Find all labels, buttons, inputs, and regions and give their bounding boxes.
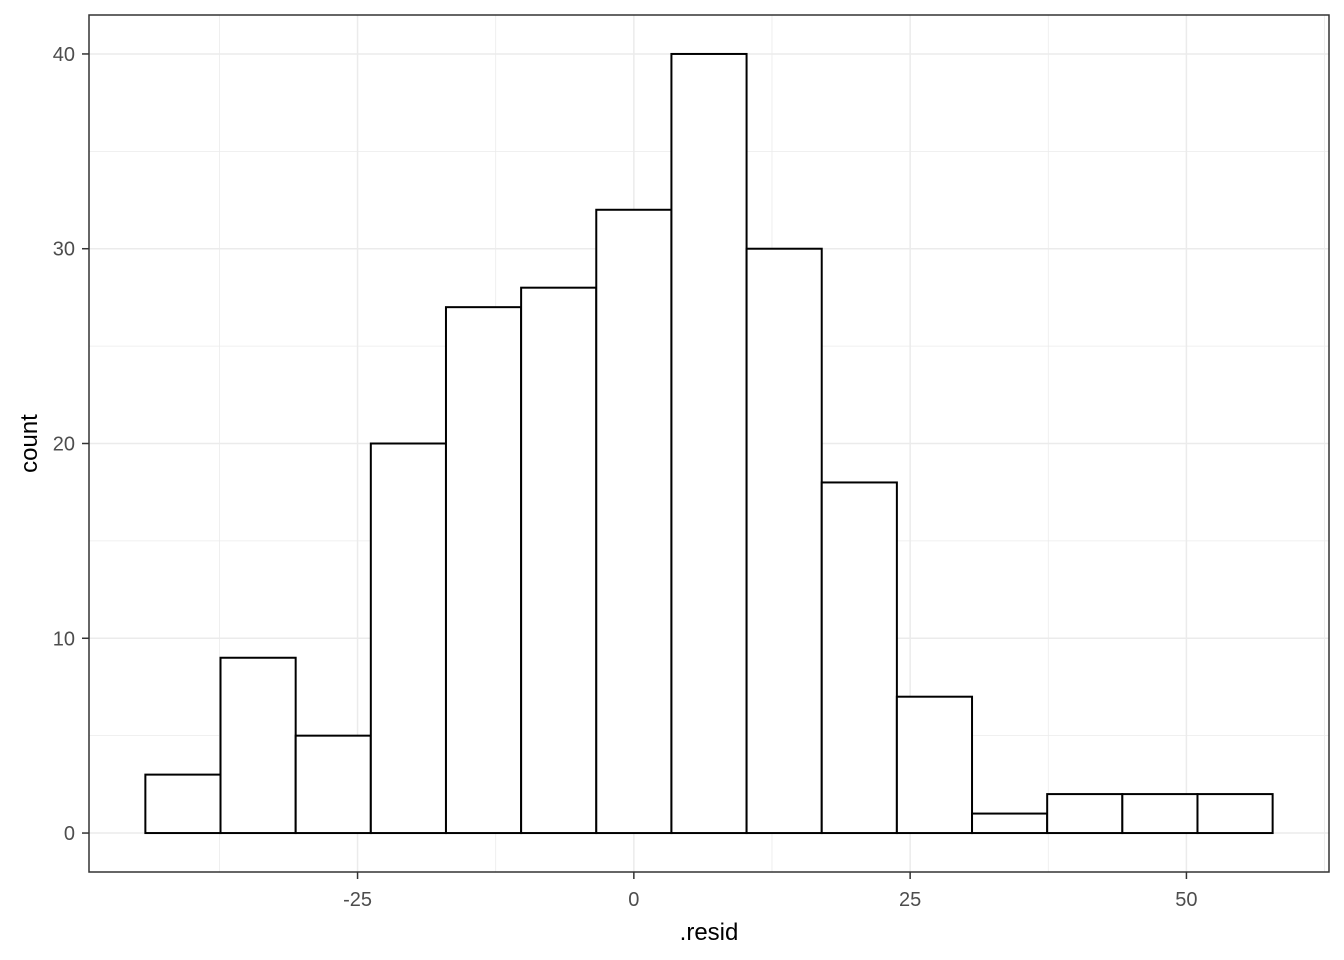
x-axis-title: .resid	[680, 919, 739, 946]
x-tick-label: 0	[628, 889, 639, 911]
histogram-bar	[745, 247, 823, 835]
y-tick-label: 20	[53, 434, 75, 456]
histogram-bar	[369, 442, 447, 835]
y-tick-label: 30	[53, 239, 75, 261]
histogram-bar	[895, 695, 974, 835]
histogram-bar	[444, 306, 523, 835]
y-tick-label: 40	[53, 44, 75, 66]
histogram-bar	[595, 208, 673, 835]
histogram-bar	[670, 52, 748, 835]
histogram-bar	[971, 812, 1049, 835]
y-tick-label: 0	[64, 823, 75, 845]
histogram-bar	[820, 481, 898, 835]
histogram-bar	[1121, 793, 1199, 835]
x-tick-label: 50	[1175, 889, 1197, 911]
histogram-bar	[294, 734, 372, 835]
histogram-bar	[520, 286, 598, 835]
histogram-bar	[219, 656, 297, 835]
histogram-bar	[1196, 793, 1274, 835]
histogram-bar	[1046, 793, 1124, 835]
histogram-bars	[144, 52, 1274, 835]
y-axis-ticks: 0 10 20 30 40	[53, 44, 89, 845]
x-tick-label: 25	[899, 889, 921, 911]
x-axis-ticks: -25 0 25 50	[343, 872, 1198, 911]
histogram-bar	[144, 773, 222, 835]
x-tick-label: -25	[343, 889, 372, 911]
y-axis-title: count	[16, 414, 43, 473]
y-tick-label: 10	[53, 628, 75, 650]
